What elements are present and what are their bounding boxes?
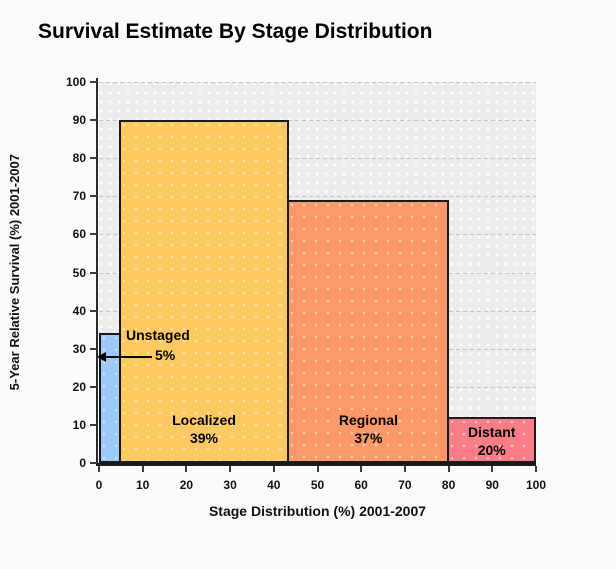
y-tick-mark xyxy=(90,423,97,426)
x-tick-mark xyxy=(229,466,232,472)
bar-localized: Localized 39% xyxy=(118,120,290,463)
annotation-arrow-line xyxy=(104,356,152,358)
x-tick-label: 70 xyxy=(398,478,412,492)
x-tick-mark xyxy=(447,466,450,472)
gridline xyxy=(99,120,536,122)
x-tick-label: 50 xyxy=(310,478,325,492)
y-tick-label: 0 xyxy=(79,456,86,470)
bar-regional: Regional 37% xyxy=(287,200,450,463)
y-tick-mark xyxy=(90,271,97,274)
y-tick-label: 70 xyxy=(72,189,86,204)
y-tick-mark xyxy=(90,195,97,198)
y-tick-mark xyxy=(90,119,97,122)
y-tick-label: 10 xyxy=(72,417,86,432)
y-tick-mark xyxy=(90,309,97,312)
y-tick-mark xyxy=(90,233,97,236)
x-tick-label: 90 xyxy=(485,478,499,492)
y-tick-mark xyxy=(90,385,97,388)
x-tick-mark xyxy=(316,466,319,472)
y-tick-label: 20 xyxy=(72,379,86,394)
x-tick-label: 100 xyxy=(525,478,547,492)
x-tick-label: 0 xyxy=(95,478,103,492)
x-tick-mark xyxy=(360,466,363,472)
y-tick-label: 60 xyxy=(72,227,86,242)
x-axis-line xyxy=(96,463,536,466)
left-arrow-icon xyxy=(97,352,106,362)
x-tick-mark xyxy=(141,466,144,472)
gridline xyxy=(99,82,536,83)
x-tick-label: 80 xyxy=(441,478,456,492)
y-axis-line xyxy=(96,78,98,466)
chart-title: Survival Estimate By Stage Distribution xyxy=(38,20,433,43)
x-axis-title: Stage Distribution (%) 2001-2007 xyxy=(208,503,427,519)
y-tick-mark xyxy=(90,81,97,83)
x-tick-mark xyxy=(535,466,537,472)
plot-area: Localized 39% Regional 37% Distant 20% xyxy=(99,82,536,463)
bar-distant: Distant 20% xyxy=(447,417,536,463)
x-tick-mark xyxy=(185,466,188,472)
bar-label: Distant 20% xyxy=(467,423,516,458)
x-tick-label: 10 xyxy=(136,478,150,492)
x-tick-label: 60 xyxy=(354,478,368,492)
y-tick-mark xyxy=(90,462,97,464)
y-tick-mark xyxy=(90,347,97,350)
x-tick-mark xyxy=(272,466,275,472)
x-tick-mark xyxy=(491,466,494,472)
unstaged-annotation-label: Unstaged xyxy=(126,327,190,343)
x-tick-label: 20 xyxy=(179,478,194,492)
unstaged-annotation-value: 5% xyxy=(155,347,176,363)
y-axis-title-wrap: 5-Year Relative Survival (%) 2001-2007 xyxy=(2,82,26,463)
y-tick-label: 50 xyxy=(72,265,86,280)
y-tick-mark xyxy=(90,157,97,160)
gridline xyxy=(99,196,536,198)
x-tick-label: 30 xyxy=(223,478,237,492)
y-tick-label: 90 xyxy=(72,113,86,128)
y-tick-label: 40 xyxy=(72,303,86,318)
bar-label: Regional 37% xyxy=(338,411,398,446)
bar-unstaged xyxy=(99,333,121,463)
bar-label: Localized 39% xyxy=(172,411,236,446)
gridline xyxy=(99,158,536,160)
y-tick-label: 30 xyxy=(72,341,86,356)
x-tick-mark xyxy=(403,466,406,472)
y-tick-label: 100 xyxy=(65,75,86,89)
y-tick-label: 80 xyxy=(72,151,86,166)
x-tick-label: 40 xyxy=(267,478,281,492)
x-tick-mark xyxy=(98,466,100,472)
y-axis-title: 5-Year Relative Survival (%) 2001-2007 xyxy=(6,154,22,391)
